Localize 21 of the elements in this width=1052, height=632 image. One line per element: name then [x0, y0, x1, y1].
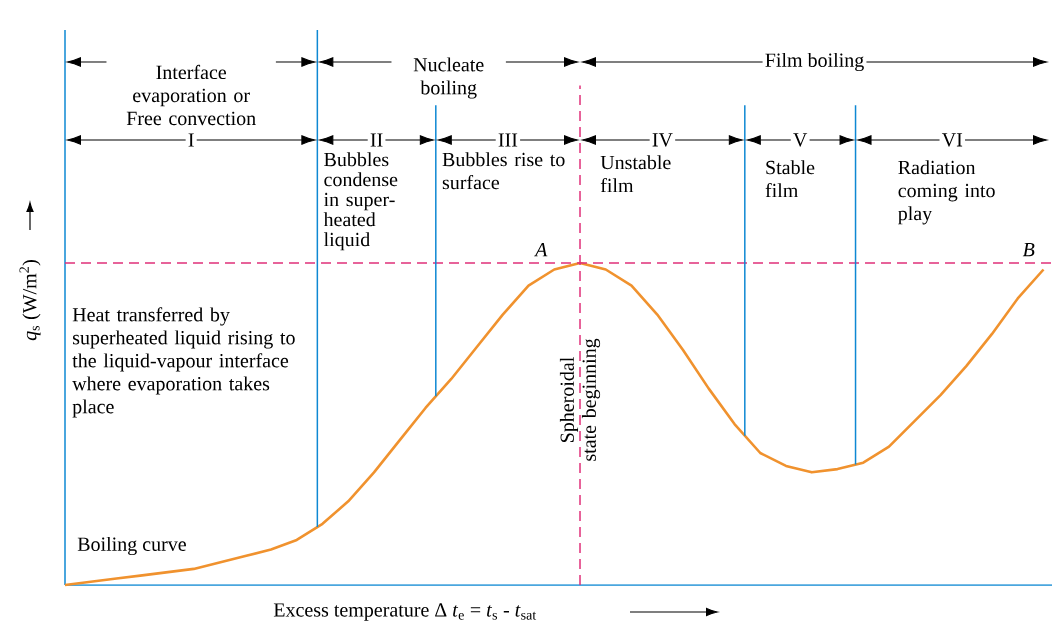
annotation: A	[534, 243, 548, 257]
text: Bubbles condense in super-heated liquid	[323, 152, 398, 251]
annotation: Boiling curve	[77, 536, 186, 556]
text: Interface evaporation or Free convection	[126, 64, 256, 126]
text: III	[498, 133, 518, 147]
text: I	[188, 133, 194, 147]
text: V	[793, 133, 808, 147]
text: Stable film	[765, 160, 815, 198]
text: II	[370, 133, 383, 147]
annotation: B	[1022, 243, 1035, 257]
text: Film boiling	[765, 52, 864, 72]
y-axis-title: q$_{s}$ (W/m$^{2}$)	[19, 259, 41, 341]
text: VI	[941, 133, 963, 147]
annotation: Heat transferred by superheated liquid rising to the liquid-vapour interface where evaporation takes place	[72, 307, 295, 418]
annotation: Spheroidal state beginning	[559, 338, 601, 461]
text: Excess temperature Δ t$_{e}$ = t$_{s}$ - t$_{sat}$	[273, 603, 537, 621]
text: IV	[652, 133, 673, 147]
text: Bubbles rise to surface	[442, 152, 565, 190]
text: Radiation coming into play	[898, 160, 995, 225]
text: Nucleate boiling	[413, 57, 484, 99]
text: Unstable film	[600, 155, 671, 193]
